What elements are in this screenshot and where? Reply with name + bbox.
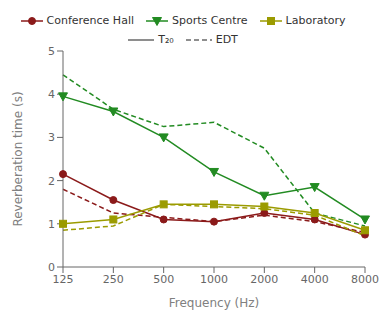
svg-text:1000: 1000 <box>200 273 228 286</box>
html-text:Conference Hall: Conference Hall <box>46 14 134 27</box>
svg-text:Frequency (Hz): Frequency (Hz) <box>169 296 260 310</box>
svg-text:4: 4 <box>48 88 55 101</box>
svg-text:5: 5 <box>48 45 55 58</box>
svg-text:250: 250 <box>103 273 124 286</box>
svg-text:0: 0 <box>48 261 55 274</box>
html-text:T₂₀: T₂₀ <box>158 33 174 46</box>
svg-text:3: 3 <box>48 131 55 144</box>
svg-text:Reverberation time (s): Reverberation time (s) <box>11 91 25 226</box>
svg-text:2: 2 <box>48 175 55 188</box>
svg-text:8000: 8000 <box>351 273 379 286</box>
html-text:Laboratory: Laboratory <box>285 14 346 27</box>
svg-text:500: 500 <box>153 273 174 286</box>
svg-text:4000: 4000 <box>301 273 329 286</box>
html-text:Sports Centre: Sports Centre <box>172 14 248 27</box>
svg-text:125: 125 <box>53 273 74 286</box>
svg-text:1: 1 <box>48 218 55 231</box>
svg-text:2000: 2000 <box>250 273 278 286</box>
html-text:EDT: EDT <box>215 33 238 46</box>
